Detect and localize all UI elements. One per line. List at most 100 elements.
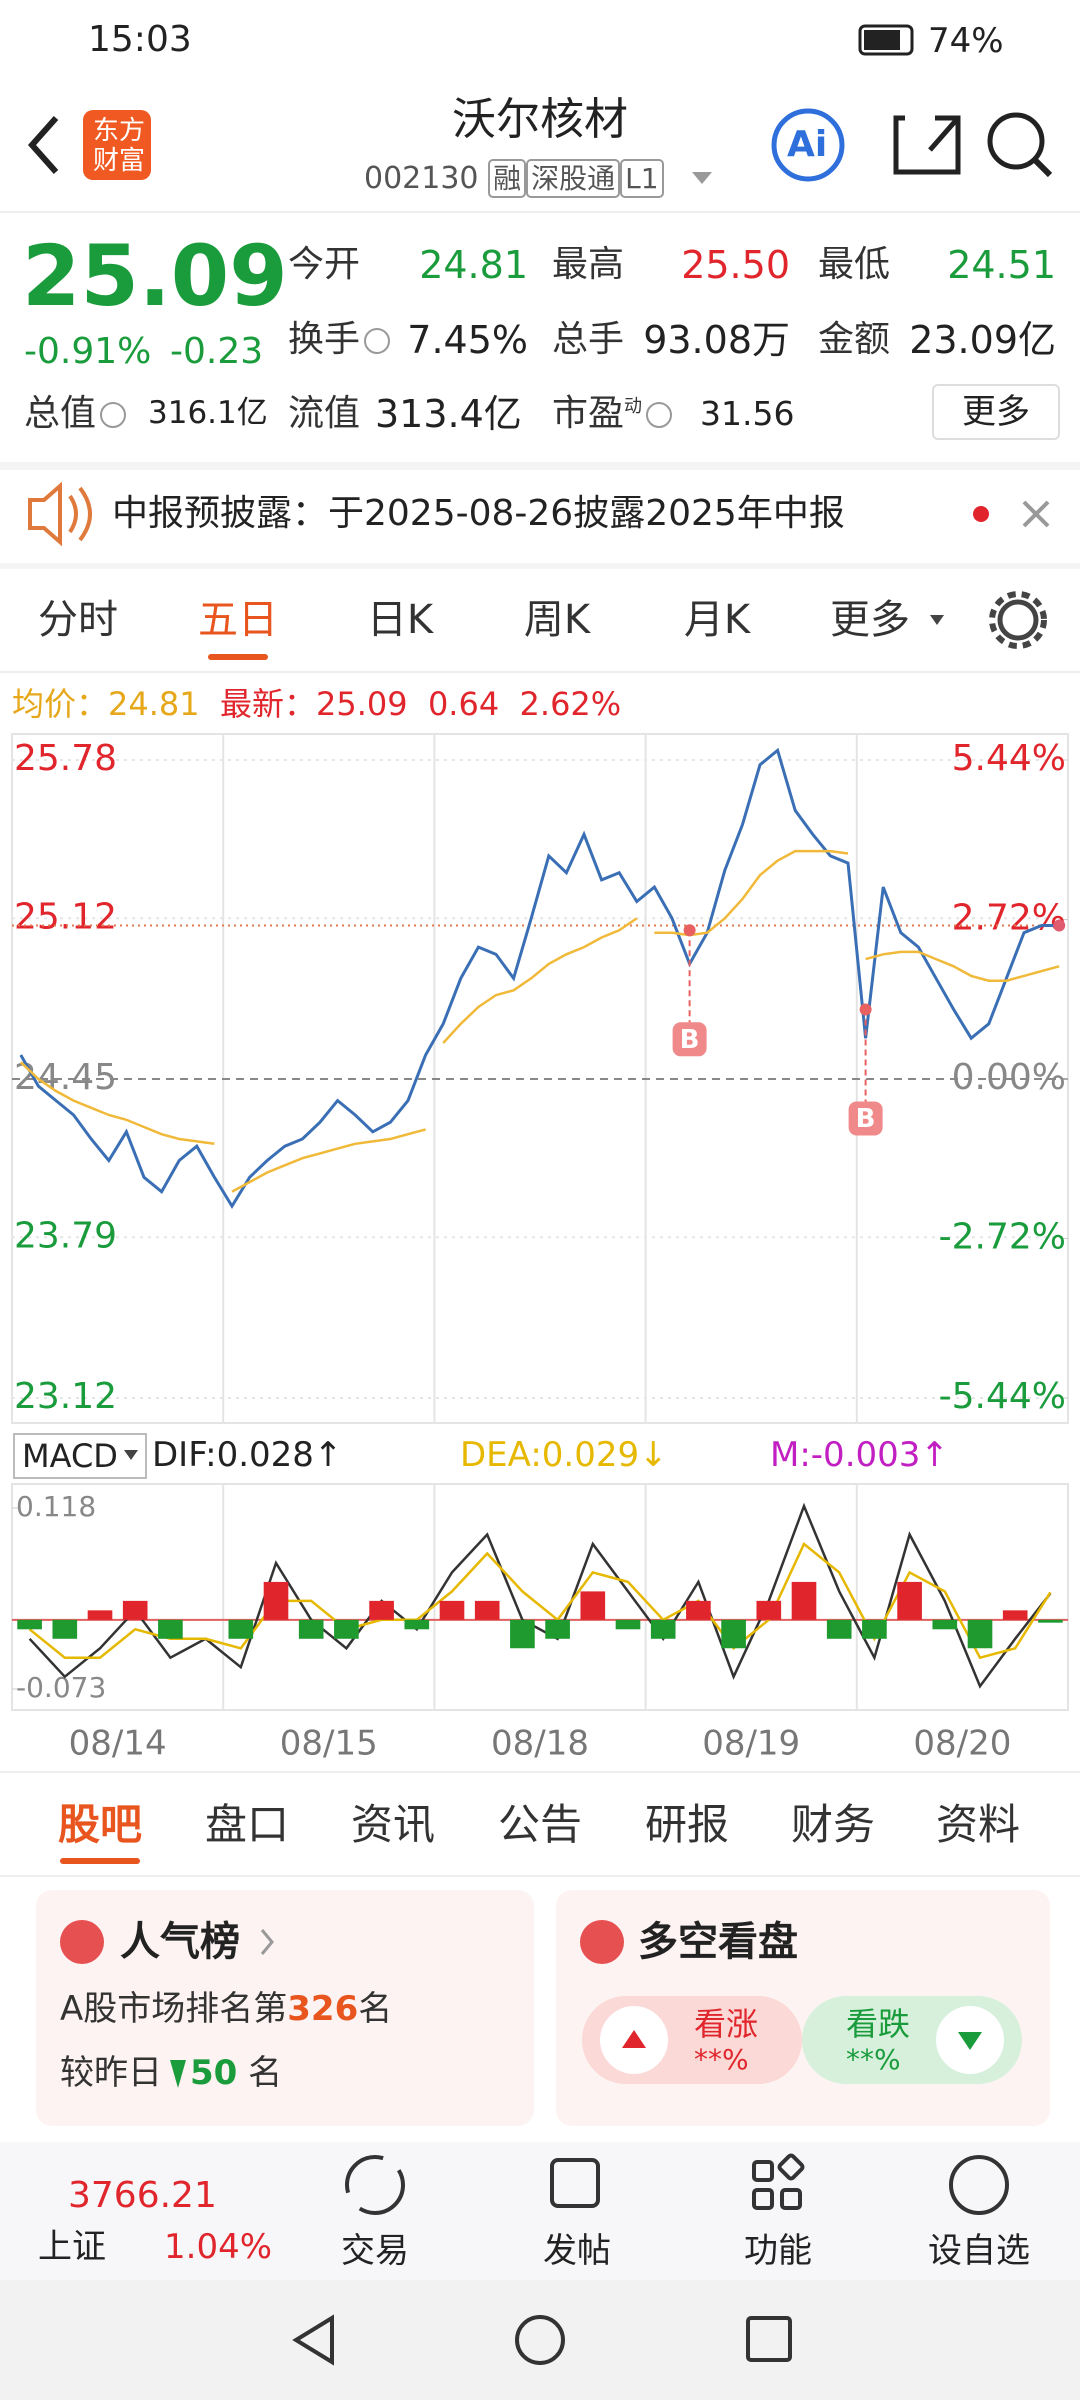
ai-label[interactable]: Ai: [787, 124, 828, 165]
macd-bar: [650, 1619, 676, 1639]
indicator-select[interactable]: [13, 1433, 147, 1479]
macd-bar: [791, 1581, 817, 1620]
y-tick-label: 0.118: [16, 1490, 96, 1523]
change: -0.23: [170, 331, 264, 372]
card-title[interactable]: 人气榜: [120, 1919, 240, 1965]
period-tab[interactable]: 五日: [198, 597, 278, 643]
macd-bar: [228, 1619, 254, 1639]
x-tick-label: 08/19: [702, 1724, 800, 1764]
battery-icon: [858, 24, 914, 56]
macd-bar: [439, 1600, 465, 1620]
nav-recent[interactable]: [746, 2316, 792, 2362]
macd-bar: [510, 1619, 535, 1649]
avg-label: 均价：: [12, 685, 109, 723]
stat-value: 23.09亿: [909, 318, 1056, 362]
stat-label-text: 总值: [24, 393, 97, 434]
search-icon[interactable]: [1032, 157, 1053, 178]
x-tick-label: 08/15: [280, 1724, 378, 1764]
logo-line: 东方: [93, 116, 146, 146]
trade-icon[interactable]: [345, 2155, 405, 2215]
period-tab[interactable]: 更多: [830, 597, 910, 643]
index-change[interactable]: 1.04%: [164, 2227, 273, 2267]
period-tab[interactable]: 分时: [38, 597, 118, 643]
rank-suffix: 名: [358, 1989, 393, 2029]
logo-text: 东方 财富: [93, 116, 145, 176]
post-icon[interactable]: [550, 2158, 600, 2208]
ai-icon[interactable]: [771, 108, 845, 182]
back-icon[interactable]: [27, 116, 59, 174]
macd-bar: [1038, 1619, 1063, 1623]
macd-bar: [334, 1619, 359, 1639]
settings-icon[interactable]: [997, 599, 1039, 641]
dropdown-icon[interactable]: [692, 172, 712, 184]
content-tab[interactable]: 资料: [935, 1800, 1021, 1849]
divider: [0, 563, 1080, 569]
unread-dot: [973, 506, 989, 522]
bottom-nav: [0, 2142, 1080, 2280]
macd-bar: [967, 1619, 993, 1649]
rank-change-line: 较昨日 50 名: [60, 2056, 282, 2090]
stat-sup: 动: [624, 396, 643, 417]
stat-label: 流值: [288, 393, 361, 434]
y2-tick-label: 5.44%: [952, 738, 1066, 779]
x-tick-label: 08/14: [69, 1724, 167, 1764]
stat-label: 最高: [552, 244, 625, 285]
card-title[interactable]: 多空看盘: [638, 1919, 798, 1965]
nav-label[interactable]: 交易: [341, 2231, 409, 2271]
rank-prefix: A股市场排名第: [60, 1989, 288, 2029]
status-time: 15:03: [88, 19, 192, 60]
rank-change: 50: [190, 2053, 238, 2093]
period-tab[interactable]: 周K: [523, 597, 591, 643]
nav-label[interactable]: 功能: [744, 2231, 812, 2271]
change-value: 0.64: [427, 685, 500, 723]
up-icon: [622, 2030, 646, 2048]
stat-label-text: 换手: [288, 319, 361, 360]
info-icon[interactable]: [646, 402, 673, 428]
period-tab[interactable]: 日K: [366, 597, 434, 643]
tab-indicator: [60, 1858, 140, 1864]
stat-value: 93.08万: [643, 318, 790, 362]
macd-title[interactable]: MACD: [22, 1437, 118, 1475]
index-name[interactable]: 上证: [38, 2227, 106, 2267]
content-tab[interactable]: 财务: [790, 1800, 876, 1849]
notice[interactable]: 中报预披露：于2025-08-26披露2025年中报: [112, 493, 845, 534]
stat-label: 最低: [818, 244, 891, 285]
card[interactable]: [36, 1890, 534, 2126]
y2-tick-label: 0.00%: [952, 1057, 1066, 1098]
share-icon[interactable]: [893, 115, 961, 175]
more-button[interactable]: 更多: [932, 384, 1060, 440]
macd-bar: [721, 1619, 746, 1649]
logo-line: 财富: [93, 146, 146, 176]
dropdown-icon[interactable]: [930, 615, 944, 625]
info-icon[interactable]: [100, 402, 127, 428]
price: 25.09: [22, 227, 288, 325]
search-icon[interactable]: [987, 112, 1045, 170]
y-tick-label: 24.45: [14, 1057, 117, 1098]
nav-label[interactable]: 设自选: [928, 2231, 1030, 2271]
nav-back[interactable]: [292, 2314, 334, 2366]
stock-name: 沃尔核材: [452, 94, 628, 145]
settings-icon[interactable]: [989, 591, 1047, 649]
content-tab[interactable]: 资讯: [350, 1800, 436, 1849]
close-icon[interactable]: [1022, 500, 1050, 528]
avg-line: [654, 849, 849, 937]
down-icon: [958, 2032, 982, 2050]
vs-icon: [580, 1920, 624, 1964]
content-tab[interactable]: 研报: [644, 1800, 730, 1849]
info-icon[interactable]: [364, 328, 391, 354]
index-value[interactable]: 3766.21: [68, 2175, 217, 2216]
content-tab[interactable]: 公告: [497, 1800, 583, 1849]
x-tick-label: 08/20: [913, 1724, 1011, 1764]
content-tab[interactable]: 盘口: [204, 1800, 290, 1849]
y2-tick-label: -5.44%: [939, 1376, 1066, 1417]
dropdown-icon[interactable]: [124, 1450, 138, 1460]
function-icon[interactable]: [752, 2153, 805, 2210]
content-tab[interactable]: 股吧: [57, 1800, 143, 1849]
watchlist-icon[interactable]: [949, 2155, 1009, 2215]
period-tab[interactable]: 月K: [683, 597, 751, 643]
stat-label: 总手: [552, 319, 625, 360]
marker-badge: [848, 1101, 883, 1136]
y-tick-label: 23.79: [14, 1215, 117, 1256]
nav-home[interactable]: [515, 2315, 565, 2365]
nav-label[interactable]: 发帖: [543, 2231, 611, 2271]
